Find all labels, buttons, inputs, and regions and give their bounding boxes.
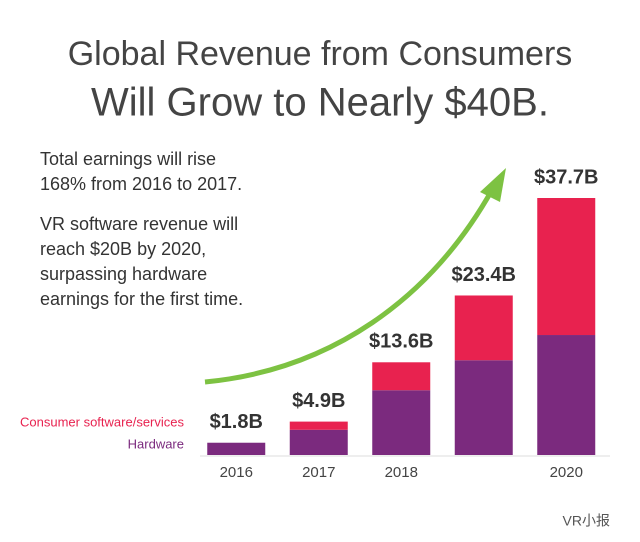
note-line: 168% from 2016 to 2017. [40, 174, 242, 194]
bar-segment [289, 421, 348, 430]
bar-segment [289, 429, 348, 455]
x-tick-label: 2018 [385, 464, 418, 481]
x-tick-label: 2020 [550, 464, 583, 481]
bar-segment [207, 442, 266, 455]
x-tick-label: 2017 [302, 464, 335, 481]
note-line: Total earnings will rise [40, 149, 216, 169]
title-line: Will Grow to Nearly $40B. [91, 81, 549, 125]
growth-arrow [204, 188, 495, 385]
note-line: earnings for the first time. [40, 289, 243, 309]
bar-segment [372, 362, 431, 391]
bar-segment [537, 198, 596, 336]
value-label: $37.7B [534, 166, 599, 188]
value-label: $13.6B [369, 331, 434, 353]
value-label: $23.4B [452, 264, 517, 286]
bar-segment [454, 360, 513, 455]
value-label: $4.9B [292, 390, 345, 412]
note-line: reach $20B by 2020, [40, 239, 206, 259]
arrow-head [480, 168, 506, 202]
bar-segment [537, 335, 596, 455]
bar-segment [372, 390, 431, 455]
note-line: VR software revenue will [40, 214, 238, 234]
legend-label: Consumer software/services [20, 414, 184, 429]
watermark: VR小报 [563, 513, 610, 529]
x-tick-label: 2016 [220, 464, 253, 481]
legend-label: Hardware [128, 436, 184, 451]
title-line: Global Revenue from Consumers [68, 35, 573, 73]
note-line: surpassing hardware [40, 264, 207, 284]
value-label: $1.8B [210, 411, 263, 433]
bar-segment [454, 295, 513, 361]
